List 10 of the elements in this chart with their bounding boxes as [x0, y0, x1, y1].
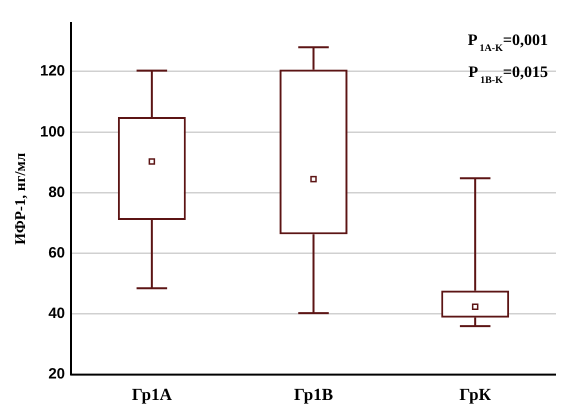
- y-tick-label: 120: [40, 62, 66, 80]
- y-axis-title: ИФР-1, нг/мл: [12, 152, 29, 245]
- y-tick-label: 20: [48, 366, 66, 383]
- x-tick-label: ГрК: [459, 385, 492, 404]
- y-tick-label: 80: [48, 184, 66, 201]
- y-tick-label: 100: [40, 123, 66, 140]
- x-tick-label: Гр1В: [294, 385, 334, 404]
- y-tick-label: 60: [48, 244, 66, 262]
- x-tick-label: Гр1А: [132, 385, 173, 404]
- y-tick-label: 40: [48, 305, 66, 322]
